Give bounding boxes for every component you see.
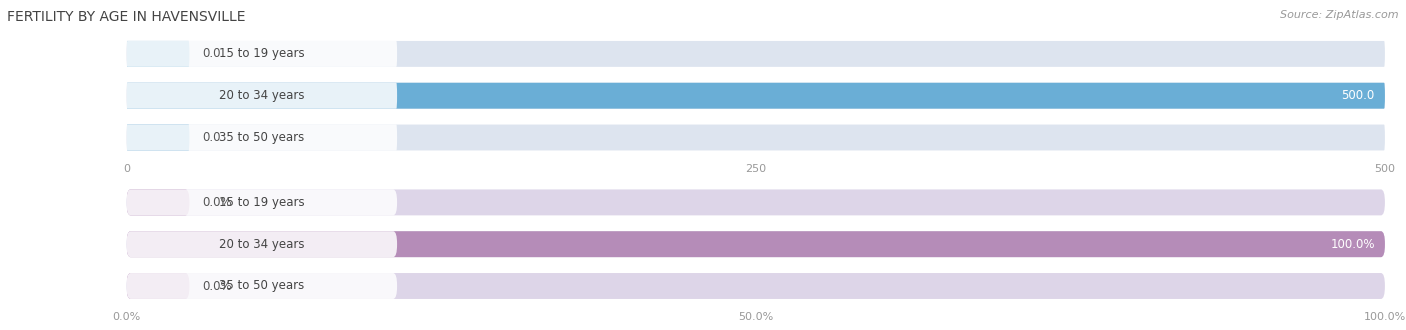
Text: Source: ZipAtlas.com: Source: ZipAtlas.com — [1281, 10, 1399, 20]
FancyBboxPatch shape — [127, 273, 1385, 299]
Text: 0.0: 0.0 — [202, 48, 221, 60]
Text: 20 to 34 years: 20 to 34 years — [219, 89, 305, 102]
Text: 20 to 34 years: 20 to 34 years — [219, 238, 305, 251]
Text: FERTILITY BY AGE IN HAVENSVILLE: FERTILITY BY AGE IN HAVENSVILLE — [7, 10, 246, 24]
FancyBboxPatch shape — [127, 231, 1385, 257]
FancyBboxPatch shape — [127, 189, 190, 215]
Text: 100.0%: 100.0% — [1330, 238, 1375, 251]
FancyBboxPatch shape — [127, 83, 396, 109]
Text: 35 to 50 years: 35 to 50 years — [219, 280, 305, 292]
FancyBboxPatch shape — [127, 83, 1385, 109]
FancyBboxPatch shape — [127, 83, 1385, 109]
FancyBboxPatch shape — [127, 189, 396, 215]
Text: 500.0: 500.0 — [1341, 89, 1375, 102]
FancyBboxPatch shape — [127, 231, 1385, 257]
FancyBboxPatch shape — [127, 273, 190, 299]
Text: 15 to 19 years: 15 to 19 years — [219, 196, 305, 209]
FancyBboxPatch shape — [127, 189, 1385, 215]
Text: 0.0%: 0.0% — [202, 280, 232, 292]
Text: 15 to 19 years: 15 to 19 years — [219, 48, 305, 60]
FancyBboxPatch shape — [127, 41, 190, 67]
Text: 0.0: 0.0 — [202, 131, 221, 144]
FancyBboxPatch shape — [127, 124, 396, 150]
Text: 35 to 50 years: 35 to 50 years — [219, 131, 305, 144]
FancyBboxPatch shape — [127, 124, 190, 150]
Text: 0.0%: 0.0% — [202, 196, 232, 209]
FancyBboxPatch shape — [127, 231, 396, 257]
FancyBboxPatch shape — [127, 41, 396, 67]
FancyBboxPatch shape — [127, 124, 1385, 150]
FancyBboxPatch shape — [127, 273, 396, 299]
FancyBboxPatch shape — [127, 41, 1385, 67]
